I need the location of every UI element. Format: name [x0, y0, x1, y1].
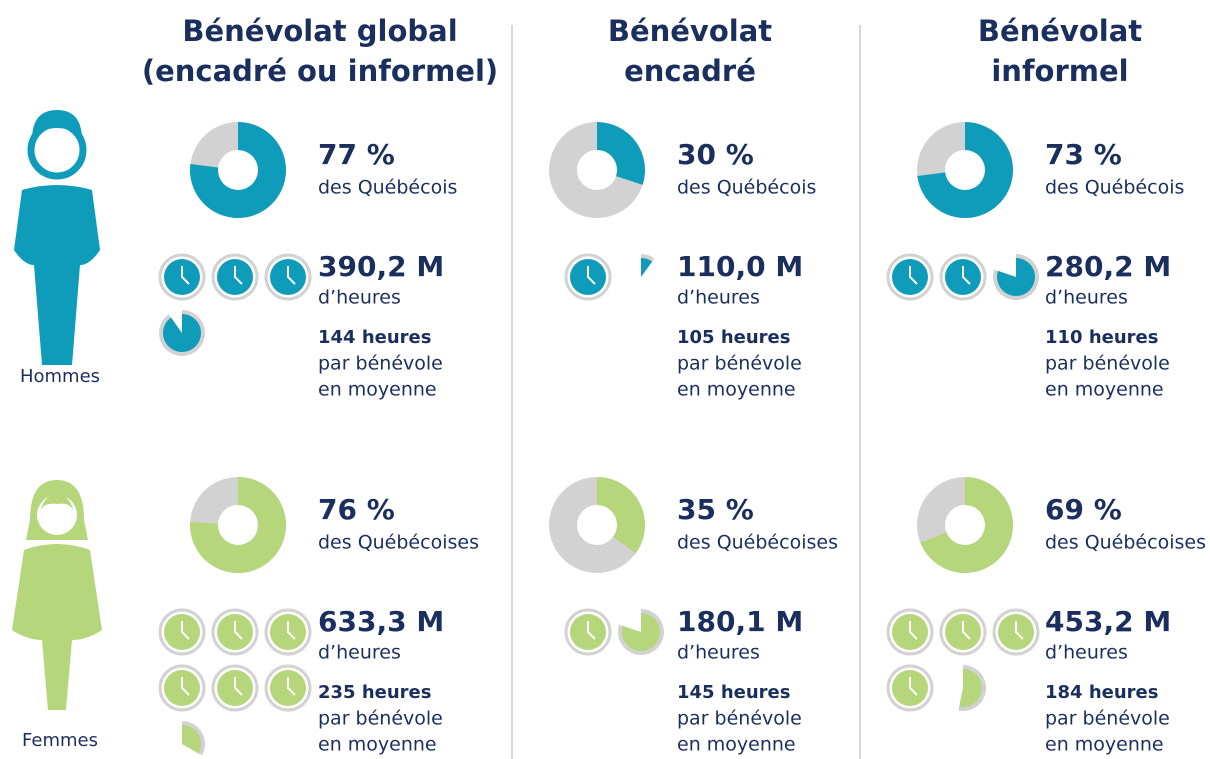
- percent-label: 73 %: [1045, 138, 1122, 171]
- avg-label: 184 heures: [1045, 682, 1158, 703]
- percent-text: des Québécoises: [677, 532, 838, 554]
- clock-partial: [959, 669, 983, 708]
- clock-hands: [234, 621, 243, 640]
- donut-arc: [597, 477, 646, 554]
- percent-label: 77 %: [318, 138, 395, 171]
- clock-hands: [234, 266, 243, 285]
- avg-text: en moyenne: [677, 379, 796, 401]
- hours-text: d’heures: [318, 287, 401, 309]
- hours-label: 180,1 M: [677, 605, 803, 638]
- avg-text: par bénévole: [318, 708, 443, 730]
- percent-label: 35 %: [677, 493, 754, 526]
- avg-label: 145 heures: [677, 682, 790, 703]
- clock-partial: [163, 314, 201, 352]
- avg-text: en moyenne: [318, 379, 437, 401]
- clock-hands: [234, 677, 243, 696]
- hours-label: 390,2 M: [318, 250, 444, 283]
- woman-icon: [12, 480, 102, 710]
- hours-label: 453,2 M: [1045, 605, 1171, 638]
- clock-hands: [181, 677, 190, 696]
- clock-hands: [962, 266, 971, 285]
- hours-text: d’heures: [677, 642, 760, 664]
- clock-hands: [287, 677, 296, 696]
- hours-label: 633,3 M: [318, 605, 444, 638]
- hours-label: 110,0 M: [677, 250, 803, 283]
- avg-text: par bénévole: [677, 708, 802, 730]
- avg-label: 235 heures: [318, 682, 431, 703]
- percent-label: 76 %: [318, 493, 395, 526]
- percent-text: des Québécois: [677, 177, 816, 199]
- group-label: Hommes: [20, 366, 100, 387]
- clock-hands: [287, 621, 296, 640]
- column-title: Bénévolat: [608, 14, 772, 48]
- avg-text: en moyenne: [677, 734, 796, 756]
- column-title: (encadré ou informel): [142, 54, 498, 88]
- percent-label: 30 %: [677, 138, 754, 171]
- donut-arc: [190, 477, 286, 573]
- column-title: Bénévolat: [978, 14, 1142, 48]
- column-title: Bénévolat global: [182, 14, 457, 48]
- avg-text: par bénévole: [1045, 708, 1170, 730]
- clock-hands: [587, 621, 596, 640]
- column-title: informel: [991, 54, 1128, 88]
- donut-arc: [917, 122, 1013, 218]
- clock-hands: [962, 621, 971, 640]
- donut-arc: [597, 122, 646, 185]
- percent-label: 69 %: [1045, 493, 1122, 526]
- clock-hands: [181, 266, 190, 285]
- avg-text: par bénévole: [318, 353, 443, 375]
- avg-text: en moyenne: [1045, 379, 1164, 401]
- percent-text: des Québécois: [318, 177, 457, 199]
- donut-arc: [190, 122, 287, 218]
- hours-text: d’heures: [1045, 287, 1128, 309]
- hours-text: d’heures: [677, 287, 760, 309]
- avg-label: 144 heures: [318, 327, 431, 348]
- clock-partial: [621, 613, 661, 652]
- clock-hands: [909, 266, 918, 285]
- percent-text: des Québécoises: [1045, 532, 1206, 554]
- avg-label: 110 heures: [1045, 327, 1158, 348]
- column-title: encadré: [624, 54, 756, 88]
- clock-hands: [1015, 621, 1024, 640]
- avg-label: 105 heures: [677, 327, 790, 348]
- clock-hands: [181, 621, 190, 640]
- clock-hands: [587, 266, 596, 285]
- percent-text: des Québécoises: [318, 532, 479, 554]
- clock-hands: [909, 621, 918, 640]
- man-icon: [14, 110, 100, 365]
- content: Hommes Femmes Bénévolat global (encadré ou …: [20, 14, 1206, 756]
- hours-text: d’heures: [1045, 642, 1128, 664]
- clock-hands: [909, 677, 918, 696]
- clock-partial: [997, 258, 1035, 296]
- group-label: Femmes: [22, 730, 98, 751]
- avg-text: par bénévole: [1045, 353, 1170, 375]
- clock-hands: [287, 266, 296, 285]
- avg-text: en moyenne: [318, 734, 437, 756]
- avg-text: par bénévole: [677, 353, 802, 375]
- clock-partial: [182, 725, 201, 754]
- avg-text: en moyenne: [1045, 734, 1164, 756]
- donut-arc: [920, 477, 1013, 573]
- hours-label: 280,2 M: [1045, 250, 1171, 283]
- percent-text: des Québécois: [1045, 177, 1184, 199]
- clock-partial: [641, 258, 653, 277]
- hours-text: d’heures: [318, 642, 401, 664]
